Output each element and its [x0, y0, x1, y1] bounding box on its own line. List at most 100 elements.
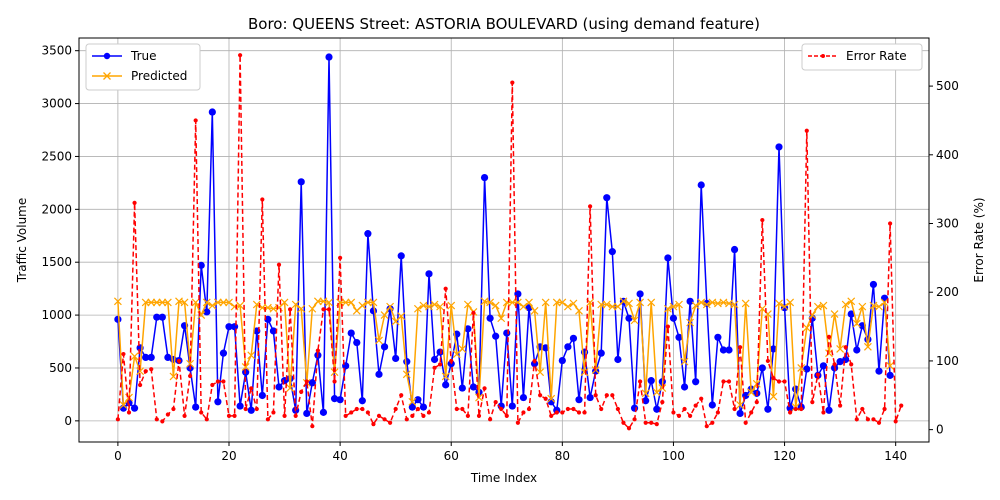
predicted-point	[202, 298, 211, 307]
predicted-point	[541, 298, 550, 307]
error-rate-point	[376, 413, 382, 418]
plot-frame	[78, 37, 930, 443]
predicted-point	[680, 357, 689, 366]
error-rate-point	[426, 410, 432, 415]
predicted-point	[347, 298, 356, 307]
error-rate-point	[304, 379, 309, 384]
true-point	[369, 307, 378, 315]
y-tick-label: 3500	[41, 44, 72, 58]
error-rate-point	[404, 417, 409, 422]
legend-predicted-label: Predicted	[131, 69, 187, 83]
predicted-point	[330, 368, 339, 377]
x-tick-label: 80	[555, 449, 570, 463]
x-tick-label: 0	[114, 449, 122, 463]
true-point	[319, 408, 328, 416]
true-point	[853, 346, 861, 354]
error-rate-point	[165, 412, 170, 417]
error-rate-point	[310, 424, 315, 429]
true-point	[142, 353, 150, 361]
x-tick-label: 40	[332, 449, 347, 463]
legend-error-label: Error Rate	[846, 49, 907, 63]
true-point	[114, 315, 122, 323]
true-point	[597, 349, 605, 357]
error-rate-point	[432, 365, 437, 370]
error-rate-point	[138, 382, 143, 388]
predicted-point	[436, 302, 445, 311]
error-rate-point	[260, 197, 265, 202]
true-point	[275, 383, 283, 391]
true-point	[558, 356, 566, 365]
true-point	[358, 397, 366, 405]
true-point	[353, 338, 361, 347]
predicted-point	[675, 300, 683, 309]
predicted-point	[113, 297, 122, 306]
true-point	[614, 355, 622, 364]
error-rate-point	[765, 358, 770, 364]
predicted-point	[358, 301, 367, 310]
error-rate-point	[565, 406, 570, 412]
true-point	[703, 299, 711, 308]
predicted-point	[291, 300, 300, 309]
error-rate-point	[571, 406, 576, 412]
predicted-point	[213, 298, 222, 307]
error-rate-point	[438, 362, 443, 367]
predicted-point	[163, 298, 172, 307]
true-point	[419, 403, 428, 411]
true-point	[303, 409, 311, 418]
error-rate-point	[610, 393, 615, 398]
y2-tick-label: 300	[936, 217, 959, 231]
error-rate-point	[538, 393, 543, 398]
legend-right-box	[801, 43, 923, 71]
error-rate-point	[604, 393, 609, 398]
predicted-point	[702, 300, 711, 309]
error-rate-point	[804, 128, 809, 133]
true-point	[130, 404, 139, 412]
predicted-point	[741, 299, 750, 308]
error-rate-point	[754, 400, 759, 405]
true-point	[375, 370, 383, 378]
legend-error-marker	[821, 54, 825, 58]
error-rate-point	[549, 413, 554, 418]
error-rate-point	[510, 80, 515, 85]
error-rate-point	[760, 217, 765, 223]
error-rate-point	[699, 396, 704, 401]
predicted-series	[113, 297, 895, 412]
error-rate-point	[365, 410, 370, 415]
error-rate-point	[171, 406, 176, 412]
predicted-point	[491, 301, 500, 310]
predicted-point	[191, 298, 200, 307]
predicted-point	[119, 401, 128, 409]
true-point	[264, 315, 272, 323]
predicted-point	[219, 298, 228, 307]
predicted-point	[363, 298, 372, 307]
predicted-point	[880, 298, 889, 307]
true-point	[308, 379, 316, 387]
true-point	[653, 405, 661, 413]
error-rate-point	[843, 345, 848, 350]
true-point	[214, 398, 222, 406]
predicted-point	[841, 300, 850, 309]
error-rate-point	[332, 379, 337, 384]
error-rate-point	[865, 417, 870, 422]
error-rate-point	[449, 358, 454, 364]
predicted-point	[852, 319, 861, 328]
error-rate-point	[710, 420, 715, 425]
true-point	[608, 248, 616, 256]
y-axis-label: Traffic Volume	[15, 198, 29, 284]
true-point	[364, 230, 372, 238]
error-rate-point	[576, 410, 582, 415]
error-rate-point	[876, 420, 882, 425]
predicted-point	[697, 298, 706, 307]
error-rate-point	[882, 406, 887, 412]
true-point	[430, 355, 439, 364]
true-point	[714, 333, 722, 341]
error-rate-point	[282, 413, 287, 418]
error-rate-point	[121, 351, 126, 357]
true-point	[886, 371, 894, 379]
predicted-point	[486, 298, 495, 307]
predicted-point	[769, 392, 778, 401]
predicted-point	[686, 318, 695, 327]
error-rate-point	[521, 410, 526, 415]
predicted-point	[575, 306, 583, 315]
error-rate-point	[826, 334, 832, 339]
